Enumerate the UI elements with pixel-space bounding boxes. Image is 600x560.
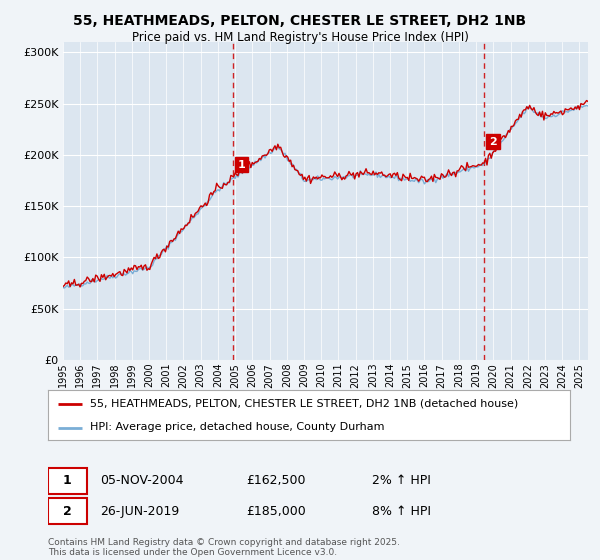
Text: 55, HEATHMEADS, PELTON, CHESTER LE STREET, DH2 1NB: 55, HEATHMEADS, PELTON, CHESTER LE STREE… (73, 14, 527, 28)
Text: 26-JUN-2019: 26-JUN-2019 (100, 505, 179, 517)
FancyBboxPatch shape (48, 468, 87, 493)
Text: 55, HEATHMEADS, PELTON, CHESTER LE STREET, DH2 1NB (detached house): 55, HEATHMEADS, PELTON, CHESTER LE STREE… (90, 399, 518, 409)
Text: 2% ↑ HPI: 2% ↑ HPI (371, 474, 431, 487)
Text: 05-NOV-2004: 05-NOV-2004 (100, 474, 184, 487)
Text: 1: 1 (237, 160, 245, 170)
FancyBboxPatch shape (48, 498, 87, 524)
Text: Contains HM Land Registry data © Crown copyright and database right 2025.
This d: Contains HM Land Registry data © Crown c… (48, 538, 400, 557)
Text: £185,000: £185,000 (247, 505, 306, 517)
Text: 8% ↑ HPI: 8% ↑ HPI (371, 505, 431, 517)
Text: HPI: Average price, detached house, County Durham: HPI: Average price, detached house, Coun… (90, 422, 384, 432)
Text: Price paid vs. HM Land Registry's House Price Index (HPI): Price paid vs. HM Land Registry's House … (131, 31, 469, 44)
Text: 2: 2 (63, 505, 71, 517)
Text: 1: 1 (63, 474, 71, 487)
Text: £162,500: £162,500 (247, 474, 306, 487)
Text: 2: 2 (489, 137, 497, 147)
